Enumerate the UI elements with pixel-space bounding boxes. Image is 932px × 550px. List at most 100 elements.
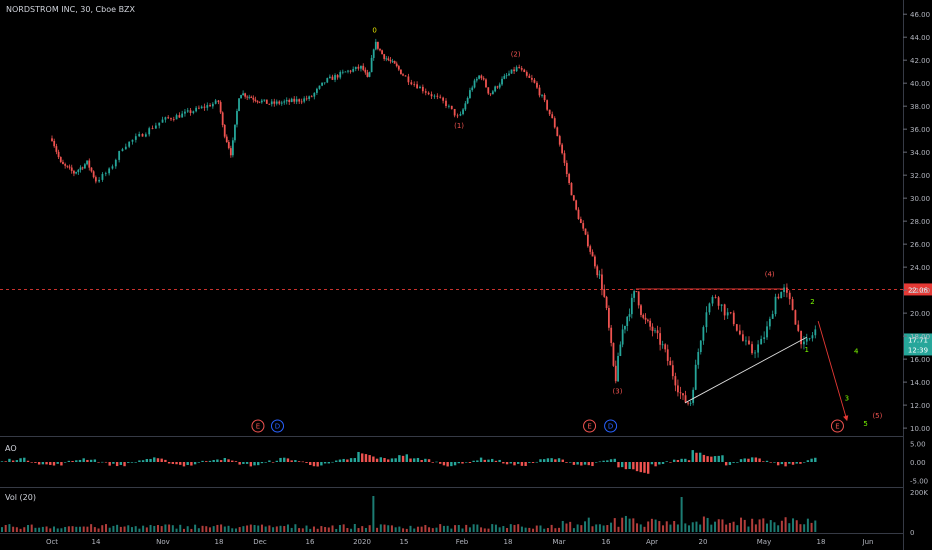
- candle: [720, 304, 723, 306]
- ao-bar: [234, 461, 238, 462]
- candle: [621, 329, 624, 345]
- candle: [234, 124, 236, 141]
- candle: [101, 174, 104, 180]
- candle: [192, 111, 195, 114]
- candle: [326, 78, 329, 83]
- volume-bar: [86, 526, 89, 532]
- volume-bar: [673, 521, 676, 532]
- volume-bar: [357, 528, 360, 532]
- volume-bar: [639, 524, 642, 532]
- candle: [148, 128, 151, 135]
- volume-bar: [595, 524, 598, 532]
- candle: [475, 78, 478, 81]
- ao-bar: [457, 462, 460, 464]
- volume-bar: [558, 527, 561, 532]
- candle: [81, 167, 84, 169]
- volume-bar: [736, 525, 739, 532]
- ao-bar: [37, 462, 41, 465]
- candle: [551, 114, 554, 119]
- ao-bar: [104, 461, 108, 463]
- candle: [763, 337, 766, 339]
- candle: [771, 314, 774, 319]
- ao-bar: [598, 461, 602, 463]
- ao-bar: [613, 458, 616, 462]
- ao-bar: [0, 461, 4, 462]
- volume-bar: [468, 527, 471, 532]
- candle: [666, 349, 669, 361]
- volume-bar: [509, 524, 512, 532]
- candle: [391, 61, 394, 62]
- volume-bar: [472, 524, 475, 532]
- ao-bar: [483, 459, 486, 462]
- ao-bar: [368, 455, 371, 462]
- ao-bar: [713, 456, 717, 462]
- candle: [732, 312, 735, 325]
- volume-bar: [602, 525, 605, 532]
- ao-bar: [186, 462, 189, 465]
- ao-bar: [420, 459, 423, 462]
- volume-bar: [628, 518, 631, 532]
- ao-bar: [665, 461, 668, 462]
- candle: [745, 340, 747, 342]
- chart-title: NORDSTROM INC, 30, Cboe BZX: [6, 5, 136, 14]
- candle: [717, 297, 720, 306]
- candle: [298, 99, 301, 102]
- candle: [138, 134, 141, 137]
- volume-bar: [792, 518, 795, 532]
- ao-bar: [78, 459, 82, 462]
- ao-bar: [383, 457, 386, 462]
- time-tick-label: 14: [92, 538, 101, 546]
- ao-bar: [193, 462, 197, 465]
- price-tick-label: 46.00: [910, 11, 930, 19]
- volume-bar: [309, 528, 312, 532]
- level-badge-label: 22.06: [908, 286, 929, 294]
- ao-bar: [179, 462, 182, 465]
- ao-bar: [331, 461, 334, 463]
- ao-bar: [156, 458, 160, 462]
- candle: [114, 159, 117, 167]
- candle: [586, 234, 589, 247]
- ao-bar: [728, 462, 732, 465]
- ao-bar: [568, 462, 572, 463]
- wave-label: (1): [454, 122, 464, 130]
- volume-bar: [728, 522, 731, 532]
- volume-bar: [257, 525, 260, 532]
- volume-bar: [38, 527, 41, 532]
- candle: [491, 91, 494, 95]
- volume-bar: [747, 526, 750, 532]
- volume-bar: [227, 525, 230, 532]
- ao-bar: [323, 462, 327, 464]
- ao-bar: [524, 462, 527, 466]
- ao-bar: [219, 460, 223, 462]
- volume-bar: [67, 526, 70, 532]
- volume-bar: [517, 524, 520, 532]
- candle: [124, 146, 127, 150]
- candle: [270, 101, 273, 105]
- volume-bar: [387, 525, 390, 532]
- ao-bar: [11, 460, 15, 462]
- ao-bar: [487, 459, 490, 462]
- ao-bar: [249, 462, 253, 467]
- volume-bar: [706, 517, 709, 532]
- candle: [760, 338, 763, 345]
- candle: [366, 72, 369, 77]
- candle: [471, 87, 474, 91]
- candle: [442, 97, 445, 101]
- candle: [214, 100, 217, 104]
- candle: [258, 101, 261, 103]
- time-tick-label: 15: [400, 538, 409, 546]
- volume-bar: [279, 525, 282, 532]
- candle: [757, 344, 760, 353]
- candle: [170, 118, 172, 120]
- ao-bar: [453, 462, 457, 466]
- ao-bar: [687, 460, 691, 462]
- candle: [510, 69, 513, 74]
- time-tick-label: Nov: [156, 538, 170, 546]
- price-tick-label: 16.00: [910, 356, 930, 364]
- volume-bar: [376, 527, 379, 532]
- time-tick-label: May: [757, 538, 771, 546]
- candle: [209, 105, 211, 107]
- ao-bar: [45, 462, 48, 465]
